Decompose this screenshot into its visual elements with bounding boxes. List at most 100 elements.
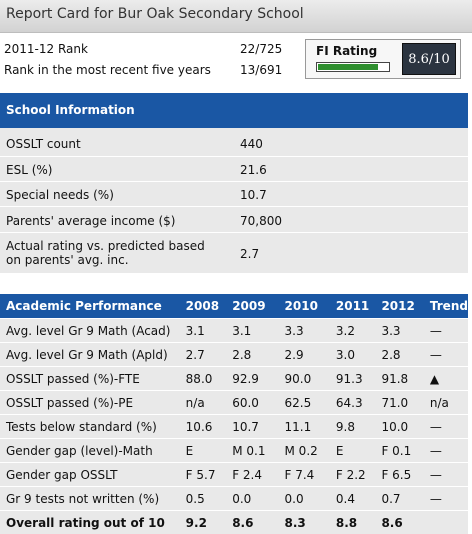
rank-label-five-year: Rank in the most recent five years [4, 63, 211, 77]
trend-cell: n/a [430, 391, 468, 415]
table-cell: 2.8 [381, 343, 429, 367]
school-info-heading: School Information [0, 93, 468, 128]
trend-cell: ▲ [430, 367, 468, 391]
table-cell: M 0.1 [232, 439, 284, 463]
info-label: ESL (%) [6, 163, 52, 177]
table-cell: 62.5 [285, 391, 336, 415]
trend-cell: — [430, 439, 468, 463]
fi-rating-box: FI Rating 8.6/10 [305, 39, 461, 79]
table-cell: 0.4 [336, 487, 382, 511]
table-cell: 0.7 [381, 487, 429, 511]
info-row-actual-vs-predicted: Actual rating vs. predicted based on par… [0, 233, 468, 274]
info-value: 440 [240, 137, 263, 151]
info-row-osslt-count: OSSLT count 440 [0, 128, 468, 157]
trend-cell: — [430, 343, 468, 367]
trend-cell: — [430, 487, 468, 511]
table-cell: F 7.4 [285, 463, 336, 487]
row-label: Gender gap OSSLT [0, 463, 186, 487]
info-label: Actual rating vs. predicted based on par… [6, 239, 221, 267]
row-label: OSSLT passed (%)-FTE [0, 367, 186, 391]
table-cell: n/a [186, 391, 233, 415]
row-label: Tests below standard (%) [0, 415, 186, 439]
rank-value-current: 22/725 [240, 42, 282, 56]
table-cell: 64.3 [336, 391, 382, 415]
table-cell: 3.0 [336, 343, 382, 367]
row-label: Avg. level Gr 9 Math (Acad) [0, 319, 186, 343]
page-title: Report Card for Bur Oak Secondary School [0, 0, 472, 33]
row-label: Avg. level Gr 9 Math (Apld) [0, 343, 186, 367]
table-cell: 0.0 [232, 487, 284, 511]
table-cell: E [336, 439, 382, 463]
row-label: Overall rating out of 10 [0, 511, 186, 534]
info-row-special-needs: Special needs (%) 10.7 [0, 182, 468, 207]
table-cell: 8.6 [232, 511, 284, 534]
fi-rating-bar [316, 62, 390, 72]
table-cell: 91.8 [381, 367, 429, 391]
trend-cell [430, 511, 468, 534]
table-cell: 3.2 [336, 319, 382, 343]
trend-cell: — [430, 415, 468, 439]
column-header: 2011 [336, 294, 382, 319]
table-cell: E [186, 439, 233, 463]
info-value: 10.7 [240, 188, 267, 202]
info-value: 70,800 [240, 214, 282, 228]
column-header: 2008 [186, 294, 233, 319]
rank-area: 2011-12 Rank 22/725 Rank in the most rec… [0, 33, 472, 88]
row-label: Gender gap (level)-Math [0, 439, 186, 463]
column-header: Academic Performance [0, 294, 186, 319]
column-header: 2009 [232, 294, 284, 319]
table-cell: 8.6 [381, 511, 429, 534]
fi-rating-label: FI Rating [316, 44, 377, 58]
table-cell: F 5.7 [186, 463, 233, 487]
info-row-parents-income: Parents' average income ($) 70,800 [0, 207, 468, 233]
table-cell: 91.3 [336, 367, 382, 391]
table-cell: 9.8 [336, 415, 382, 439]
table-cell: 3.3 [381, 319, 429, 343]
table-cell: 71.0 [381, 391, 429, 415]
rank-value-five-year: 13/691 [240, 63, 282, 77]
table-cell: 60.0 [232, 391, 284, 415]
table-cell: 8.8 [336, 511, 382, 534]
fi-rating-bar-fill [318, 64, 378, 70]
table-cell: F 6.5 [381, 463, 429, 487]
table-cell: 2.9 [285, 343, 336, 367]
info-value: 2.7 [240, 247, 259, 261]
info-label: Parents' average income ($) [6, 214, 175, 228]
column-header: 2012 [381, 294, 429, 319]
table-cell: 10.6 [186, 415, 233, 439]
table-cell: F 0.1 [381, 439, 429, 463]
table-cell: 0.5 [186, 487, 233, 511]
info-row-esl: ESL (%) 21.6 [0, 157, 468, 182]
table-cell: M 0.2 [285, 439, 336, 463]
table-cell: 3.3 [285, 319, 336, 343]
table-cell: 92.9 [232, 367, 284, 391]
table-cell: 11.1 [285, 415, 336, 439]
table-cell: 3.1 [186, 319, 233, 343]
info-label: OSSLT count [6, 137, 81, 151]
table-cell: 88.0 [186, 367, 233, 391]
table-cell: F 2.2 [336, 463, 382, 487]
fi-rating-score: 8.6/10 [402, 43, 456, 75]
table-header-row: Academic Performance 2008 2009 2010 2011… [0, 294, 468, 319]
academic-performance-table: Academic Performance 2008 2009 2010 2011… [0, 294, 468, 534]
column-header: 2010 [285, 294, 336, 319]
table-cell: 90.0 [285, 367, 336, 391]
table-cell: 2.7 [186, 343, 233, 367]
info-label: Special needs (%) [6, 188, 114, 202]
table-cell: 10.0 [381, 415, 429, 439]
trend-cell: — [430, 319, 468, 343]
table-cell: 2.8 [232, 343, 284, 367]
table-cell: 0.0 [285, 487, 336, 511]
row-label: Gr 9 tests not written (%) [0, 487, 186, 511]
table-cell: 9.2 [186, 511, 233, 534]
table-cell: 10.7 [232, 415, 284, 439]
